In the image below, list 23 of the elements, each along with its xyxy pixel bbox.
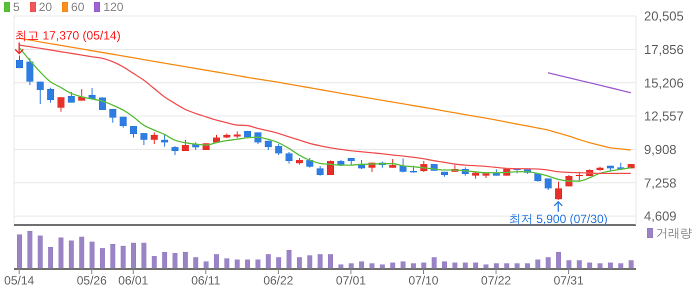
x-tick-label: 07/01 xyxy=(336,274,366,288)
y-tick-label: 12,557 xyxy=(644,108,684,124)
y-tick-label: 20,505 xyxy=(644,8,684,24)
x-tick-label: 06/22 xyxy=(263,274,294,288)
y-tick-label: 7,258 xyxy=(644,175,677,190)
legend-label: 거래량 xyxy=(656,226,692,240)
legend-label: 60 xyxy=(71,0,84,14)
annotation: 최저 5,900 (07/30) xyxy=(508,212,608,226)
legend-label: 5 xyxy=(13,0,20,14)
x-tick-label: 05/26 xyxy=(76,274,108,288)
y-tick-label: 15,206 xyxy=(644,75,684,90)
legend-label: 120 xyxy=(103,0,124,14)
y-tick-label: 4,609 xyxy=(644,208,677,224)
legend-label: 20 xyxy=(38,0,52,14)
x-tick-label: 07/10 xyxy=(408,274,439,288)
x-tick-label: 06/01 xyxy=(118,274,149,288)
x-tick-label: 05/14 xyxy=(4,274,35,288)
y-tick-label: 17,856 xyxy=(644,42,684,57)
x-tick-label: 06/11 xyxy=(191,274,221,288)
x-tick-label: 07/22 xyxy=(481,274,512,288)
y-tick-label: 9,908 xyxy=(644,142,677,157)
x-tick-label: 07/31 xyxy=(554,274,584,288)
annotation: 최고 17,370 (05/14) xyxy=(15,28,121,42)
